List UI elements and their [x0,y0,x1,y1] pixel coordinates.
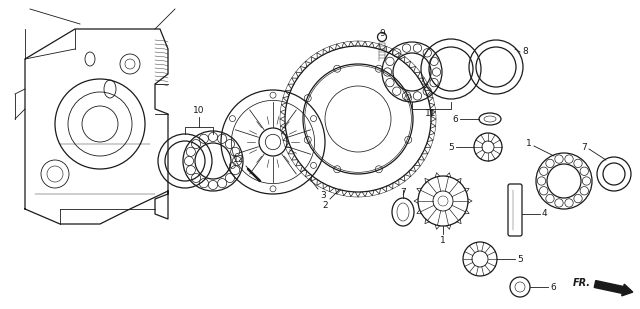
Text: 6: 6 [452,115,458,124]
Text: 2: 2 [323,201,328,210]
Text: 8: 8 [522,48,528,57]
Text: 3: 3 [320,191,326,200]
Text: 5: 5 [448,142,454,151]
Text: 6: 6 [550,282,556,291]
Text: 4: 4 [542,210,548,218]
Text: 1: 1 [526,139,532,149]
Text: 7: 7 [400,188,406,197]
Text: 1: 1 [440,236,446,245]
Text: 9: 9 [379,29,385,38]
Text: FR.: FR. [573,278,591,288]
FancyArrow shape [595,281,633,296]
Text: 5: 5 [517,255,523,264]
Text: 11: 11 [425,109,436,118]
Text: 7: 7 [581,142,587,151]
Text: 12: 12 [232,155,244,164]
Text: 10: 10 [193,106,205,115]
